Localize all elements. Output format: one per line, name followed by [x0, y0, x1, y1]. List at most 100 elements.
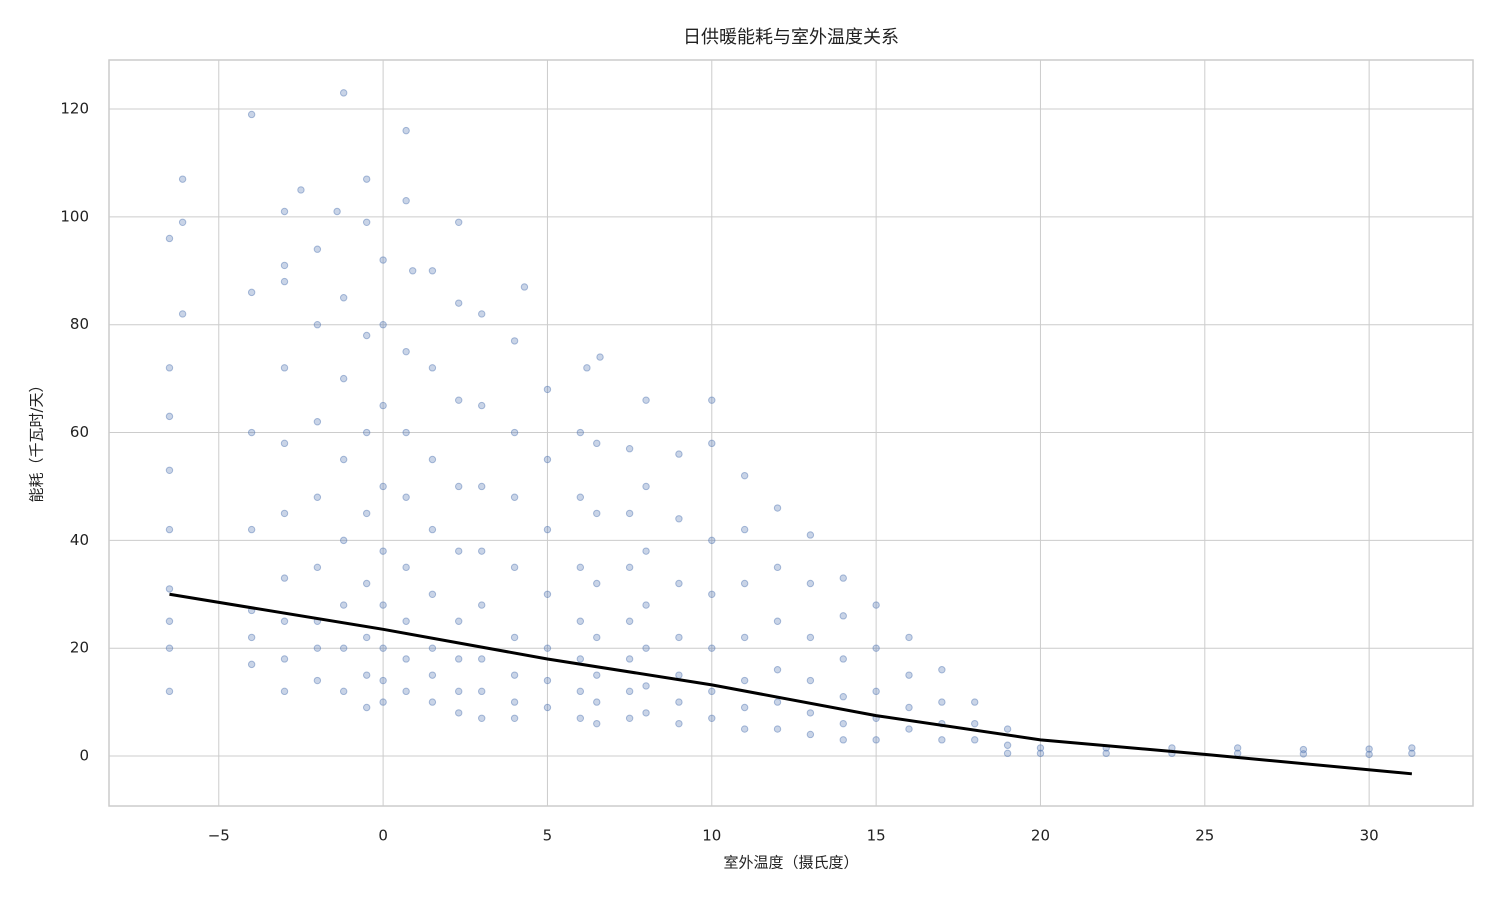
scatter-point — [313, 245, 322, 253]
scatter-point — [510, 563, 519, 572]
scatter-point — [839, 612, 847, 620]
scatter-point — [625, 445, 634, 453]
scatter-point — [596, 353, 604, 361]
scatter-point — [379, 401, 387, 410]
scatter-point — [247, 660, 256, 669]
scatter-point — [165, 585, 174, 593]
scatter-point — [593, 579, 601, 588]
chart-title: 日供暖能耗与室外温度关系 — [683, 27, 899, 48]
scatter-point — [625, 655, 634, 663]
scatter-point — [510, 714, 519, 722]
x-tick-label: 15 — [867, 827, 886, 845]
y-tick-label: 0 — [79, 747, 89, 765]
scatter-point — [379, 644, 387, 652]
scatter-point — [740, 579, 749, 588]
scatter-point — [428, 590, 437, 598]
scatter-point — [675, 719, 683, 728]
scatter-point — [1299, 750, 1308, 758]
scatter-point — [402, 493, 410, 501]
x-tick-label: −5 — [208, 827, 230, 845]
scatter-point — [178, 175, 187, 183]
y-tick-label: 60 — [70, 423, 89, 441]
scatter-point — [247, 288, 256, 297]
scatter-point — [675, 450, 683, 458]
scatter-point — [593, 698, 601, 706]
y-tick-label: 100 — [60, 207, 89, 225]
scatter-point — [675, 671, 683, 679]
scatter-point — [510, 337, 519, 345]
scatter-point — [806, 531, 815, 539]
scatter-point — [593, 509, 601, 518]
scatter-point — [1233, 749, 1242, 758]
scatter-point — [402, 655, 410, 663]
scatter-point — [543, 455, 552, 464]
scatter-point — [1003, 749, 1012, 758]
scatter-point — [247, 525, 256, 534]
scatter-point — [625, 563, 634, 572]
scatter-point — [593, 633, 601, 642]
scatter-point — [402, 347, 410, 356]
scatter-point — [576, 687, 585, 696]
scatter-point — [428, 698, 437, 706]
scatter-point — [362, 218, 371, 226]
scatter-point — [543, 676, 552, 685]
x-tick-label: 25 — [1195, 827, 1214, 845]
scatter-point — [543, 644, 552, 652]
scatter-point — [165, 525, 174, 534]
scatter-point — [313, 644, 322, 652]
grid — [109, 60, 1473, 806]
scatter-point — [642, 482, 650, 491]
scatter-point — [593, 671, 601, 679]
scatter-point — [362, 509, 371, 518]
scatter-point — [806, 633, 815, 642]
scatter-point — [905, 671, 913, 679]
scatter-point — [773, 725, 782, 733]
scatter-point — [379, 482, 387, 491]
scatter-point — [675, 515, 683, 523]
scatter-point — [576, 428, 585, 437]
scatter-point — [362, 633, 371, 642]
scatter-point — [708, 590, 716, 598]
scatter-point — [455, 482, 463, 491]
scatter-point — [510, 671, 519, 679]
scatter-point — [938, 698, 946, 706]
scatter-point — [362, 703, 371, 712]
scatter-point — [339, 644, 348, 652]
scatter-point — [428, 364, 437, 372]
scatter-point — [806, 579, 815, 588]
scatter-point — [297, 186, 305, 194]
scatter-point — [402, 563, 410, 572]
scatter-point — [938, 736, 946, 744]
scatter-point — [625, 714, 634, 722]
scatter-point — [839, 655, 847, 663]
scatter-point — [708, 644, 716, 652]
scatter-point — [806, 676, 815, 685]
scatter-point — [971, 736, 979, 744]
scatter-point — [402, 428, 410, 437]
scatter-point — [773, 698, 782, 706]
scatter-point — [576, 617, 585, 625]
scatter-point — [740, 525, 749, 534]
marks — [165, 89, 1416, 776]
scatter-point — [1299, 745, 1308, 754]
scatter-point — [478, 547, 486, 555]
scatter-point — [510, 428, 519, 437]
scatter-point — [773, 617, 782, 625]
scatter-point — [872, 687, 880, 696]
scatter-point — [905, 725, 913, 733]
scatter-point — [773, 504, 782, 512]
scatter-point — [362, 175, 371, 183]
scatter-point — [280, 364, 289, 372]
scatter-point — [247, 110, 256, 119]
scatter-point — [362, 671, 371, 679]
scatter-point — [773, 666, 782, 674]
scatter-point — [708, 687, 716, 696]
scatter-point — [280, 617, 289, 625]
scatter-point — [165, 412, 174, 421]
scatter-point — [478, 401, 486, 410]
scatter-point — [905, 633, 913, 642]
scatter-point — [708, 714, 716, 722]
scatter-point — [740, 703, 749, 712]
scatter-point — [971, 698, 979, 706]
